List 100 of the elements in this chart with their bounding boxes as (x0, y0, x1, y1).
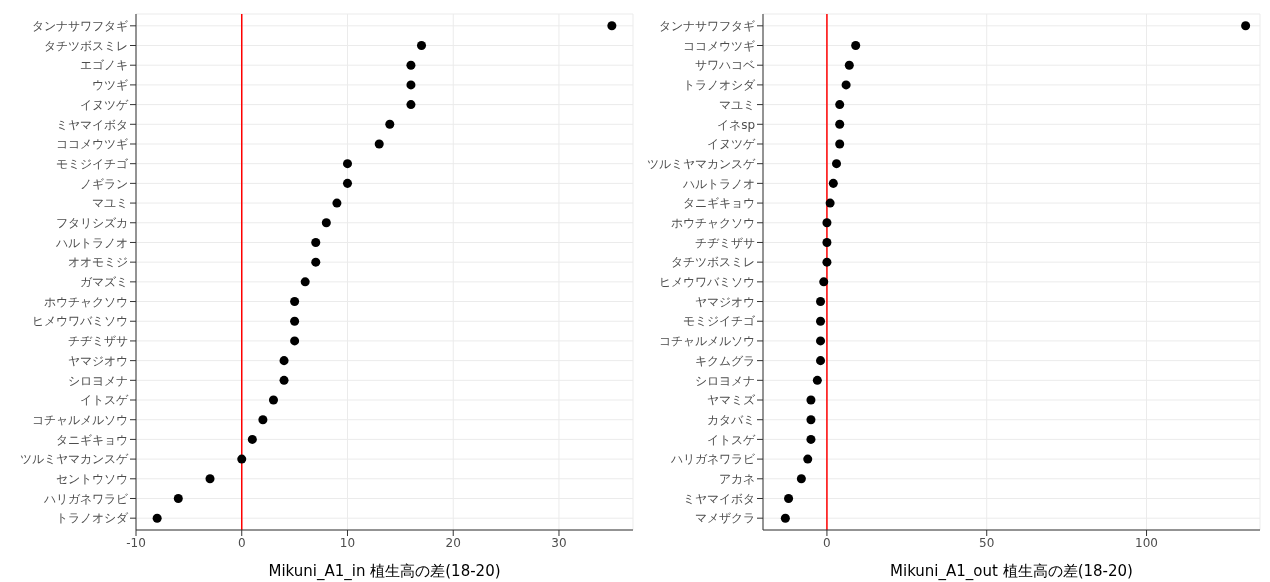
y-tick-label: トラノオシダ (683, 78, 756, 93)
y-tick-label: アカネ (719, 472, 755, 487)
point (806, 415, 816, 425)
point (841, 80, 851, 90)
x-tick-label: 50 (979, 535, 995, 550)
point (247, 434, 257, 444)
point (835, 139, 845, 149)
y-tick-label: カタバミ (707, 412, 755, 427)
point (173, 493, 183, 503)
y-tick-label: ヒメウワバミソウ (659, 275, 755, 290)
point (237, 454, 247, 464)
x-tick-label: 0 (823, 535, 831, 550)
x-tick-label: 30 (551, 535, 567, 550)
y-tick-label: ヤマジオウ (68, 353, 128, 368)
x-axis-title: Mikuni_A1_in 植生高の差(18-20) (268, 562, 501, 581)
point (311, 237, 321, 247)
y-tick-label: マユミ (92, 196, 128, 211)
x-tick-label: 10 (339, 535, 356, 550)
y-tick-label: フタリシズカ (56, 216, 128, 231)
y-tick-label: チヂミザサ (695, 235, 755, 250)
point (835, 100, 845, 110)
point (835, 119, 845, 129)
y-tick-label: セントウソウ (56, 472, 128, 487)
y-tick-label: ハルトラノオ (55, 235, 128, 250)
y-tick-label: ヤマジオウ (695, 294, 755, 309)
y-tick-label: ツルミヤマカンスゲ (20, 452, 129, 467)
y-tick-label: キクムグラ (695, 353, 755, 368)
point (342, 159, 352, 169)
point (803, 454, 813, 464)
y-tick-label: ガマズミ (80, 275, 128, 290)
x-tick-label: 0 (237, 535, 246, 550)
point (290, 336, 300, 346)
point (258, 415, 268, 425)
y-tick-label: タンナサワフタギ (659, 19, 755, 34)
y-tick-label: チヂミザサ (68, 334, 128, 349)
point (816, 316, 826, 326)
y-tick-label: タニギキョウ (56, 432, 128, 447)
y-tick-label: マメザクラ (695, 511, 755, 526)
point (816, 297, 826, 307)
y-tick-label: トラノオシダ (56, 511, 129, 526)
point (822, 257, 832, 267)
point (290, 297, 300, 307)
point (825, 198, 835, 208)
point (816, 336, 826, 346)
y-tick-label: ハリガネワラビ (43, 491, 129, 506)
x-axis-title: Mikuni_A1_out 植生高の差(18-20) (890, 562, 1133, 581)
y-tick-label: ウツギ (92, 78, 128, 93)
y-tick-label: タチツボスミレ (44, 38, 128, 53)
point (374, 139, 384, 149)
y-tick-label: エゴノキ (80, 58, 128, 73)
y-tick-label: オオモミジ (68, 255, 128, 270)
point (406, 100, 416, 110)
point (607, 21, 617, 31)
point (806, 434, 816, 444)
point (311, 257, 321, 267)
y-tick-label: マユミ (719, 97, 755, 112)
y-tick-label: ミヤマイボタ (56, 117, 128, 132)
y-tick-label: ミヤマイボタ (683, 491, 755, 506)
point (780, 513, 790, 523)
point (851, 41, 861, 51)
y-tick-label: シロヨメナ (695, 373, 755, 388)
y-tick-label: イトスゲ (707, 432, 756, 447)
point (1241, 21, 1251, 31)
point (279, 356, 289, 366)
point (828, 178, 838, 188)
x-tick-label: -10 (126, 535, 146, 550)
point (417, 41, 427, 51)
y-tick-label: ヤマミズ (707, 393, 756, 408)
y-tick-label: ツルミヤマカンスゲ (647, 156, 756, 171)
point (406, 80, 416, 90)
point (321, 218, 331, 228)
y-tick-label: イトスゲ (80, 393, 129, 408)
point (822, 237, 832, 247)
y-tick-label: モミジイチゴ (56, 156, 129, 171)
y-tick-label: ハリガネワラビ (670, 452, 756, 467)
y-tick-label: タンナサワフタギ (32, 19, 128, 34)
y-tick-label: シロヨメナ (68, 373, 128, 388)
x-tick-label: 100 (1135, 535, 1158, 550)
y-tick-label: コチャルメルソウ (32, 412, 128, 427)
point (816, 356, 826, 366)
y-tick-label: イヌツゲ (707, 137, 756, 152)
point (279, 375, 289, 385)
y-tick-label: サワハコベ (695, 58, 755, 73)
point (812, 375, 822, 385)
x-tick-label: 20 (445, 535, 461, 550)
y-tick-label: イネsp (717, 117, 755, 132)
point (832, 159, 842, 169)
y-tick-label: ホウチャクソウ (44, 294, 128, 309)
y-tick-label: コチャルメルソウ (659, 334, 755, 349)
point (819, 277, 829, 287)
point (205, 474, 215, 484)
point (385, 119, 395, 129)
point (152, 513, 162, 523)
y-tick-label: ホウチャクソウ (671, 216, 755, 231)
point (822, 218, 832, 228)
y-tick-label: ココメウツギ (56, 137, 128, 152)
point (806, 395, 816, 405)
point (290, 316, 300, 326)
y-tick-label: イヌツゲ (80, 97, 129, 112)
point (268, 395, 278, 405)
